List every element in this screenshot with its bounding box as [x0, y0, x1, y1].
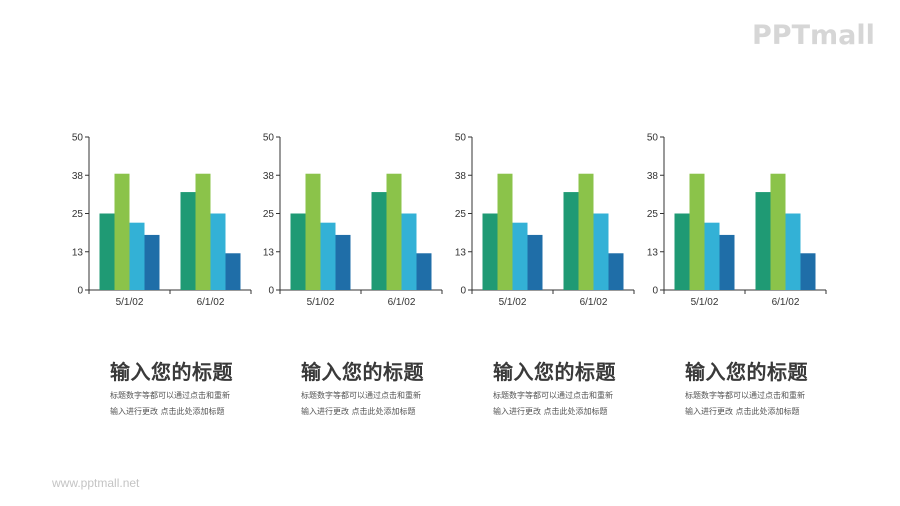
y-tick-label: 38	[455, 171, 467, 182]
bar-chart: 0 13 25 38 50 5/1/02 6/1/02	[455, 133, 635, 308]
y-tick-label: 0	[652, 286, 658, 297]
panel-title: 输入您的标题	[301, 360, 424, 384]
y-tick-label: 13	[455, 247, 467, 258]
bar	[195, 173, 211, 290]
bar	[225, 253, 241, 290]
bar	[608, 253, 624, 290]
bar	[401, 213, 417, 290]
y-tick-label: 38	[647, 171, 659, 182]
bar	[719, 234, 735, 290]
bar-chart: 0 13 25 38 50 5/1/02 6/1/02	[647, 133, 827, 308]
y-tick-label: 25	[72, 209, 84, 220]
y-tick-label: 13	[263, 247, 275, 258]
bar	[290, 213, 306, 290]
pptmall-logo: PPTmall	[752, 20, 875, 51]
bar	[144, 234, 160, 290]
bar	[180, 192, 196, 290]
bar-chart: 0 13 25 38 50 5/1/02 6/1/02	[263, 133, 443, 308]
y-tick-label: 38	[263, 171, 275, 182]
x-category-label: 6/1/02	[197, 297, 225, 308]
y-tick-label: 50	[263, 133, 275, 144]
chart-panel-3: 0 13 25 38 50 5/1/02 6/1/02 输入您的标题 标题数字等都可以通过点…	[443, 128, 635, 428]
y-tick-label: 50	[455, 133, 467, 144]
y-tick-label: 0	[460, 286, 466, 297]
bar	[129, 222, 145, 290]
x-category-label: 6/1/02	[580, 297, 608, 308]
bar	[512, 222, 528, 290]
x-category-label: 6/1/02	[388, 297, 416, 308]
y-tick-label: 13	[647, 247, 659, 258]
y-tick-label: 25	[263, 209, 275, 220]
bar	[755, 192, 771, 290]
y-tick-label: 0	[77, 286, 83, 297]
bar	[497, 173, 513, 290]
y-tick-label: 13	[72, 247, 84, 258]
x-category-label: 5/1/02	[307, 297, 335, 308]
bar	[578, 173, 594, 290]
x-category-label: 5/1/02	[691, 297, 719, 308]
bar	[99, 213, 115, 290]
chart-panel-4: 0 13 25 38 50 5/1/02 6/1/02 输入您的标题 标题数字等都可以通过点…	[635, 128, 827, 428]
panel-title: 输入您的标题	[110, 360, 233, 384]
chart-panel-2: 0 13 25 38 50 5/1/02 6/1/02 输入您的标题 标题数字等都可以通过点…	[251, 128, 443, 428]
y-tick-label: 50	[72, 133, 84, 144]
bar	[335, 234, 351, 290]
bar	[386, 173, 402, 290]
bar	[305, 173, 321, 290]
bar	[593, 213, 609, 290]
x-category-label: 6/1/02	[772, 297, 800, 308]
bar	[563, 192, 579, 290]
bar	[371, 192, 387, 290]
y-tick-label: 25	[647, 209, 659, 220]
panel-description: 标题数字等都可以通过点击和重新 输入进行更改 点击此处添加标题	[110, 391, 230, 416]
panel-description: 标题数字等都可以通过点击和重新 输入进行更改 点击此处添加标题	[685, 391, 805, 416]
bar	[527, 234, 543, 290]
panel-description: 标题数字等都可以通过点击和重新 输入进行更改 点击此处添加标题	[301, 391, 421, 416]
panel-title: 输入您的标题	[685, 360, 808, 384]
bar	[704, 222, 720, 290]
panel-description: 标题数字等都可以通过点击和重新 输入进行更改 点击此处添加标题	[493, 391, 613, 416]
bar	[770, 173, 786, 290]
panel-title: 输入您的标题	[493, 360, 616, 384]
bar	[320, 222, 336, 290]
footer-url: www.pptmall.net	[52, 476, 140, 490]
y-tick-label: 38	[72, 171, 84, 182]
bar	[689, 173, 705, 290]
bar	[210, 213, 226, 290]
bar	[785, 213, 801, 290]
bar-chart: 0 13 25 38 50 5/1/02 6/1/02	[72, 133, 252, 308]
y-tick-label: 0	[268, 286, 274, 297]
y-tick-label: 50	[647, 133, 659, 144]
bar	[482, 213, 498, 290]
chart-panel-1: 0 13 25 38 50 5/1/02 6/1/02 输入您的标题 标题数字等都可以通过点…	[60, 128, 252, 428]
bar	[674, 213, 690, 290]
x-category-label: 5/1/02	[116, 297, 144, 308]
bar	[800, 253, 816, 290]
y-tick-label: 25	[455, 209, 467, 220]
bar	[114, 173, 130, 290]
bar	[416, 253, 432, 290]
x-category-label: 5/1/02	[499, 297, 527, 308]
